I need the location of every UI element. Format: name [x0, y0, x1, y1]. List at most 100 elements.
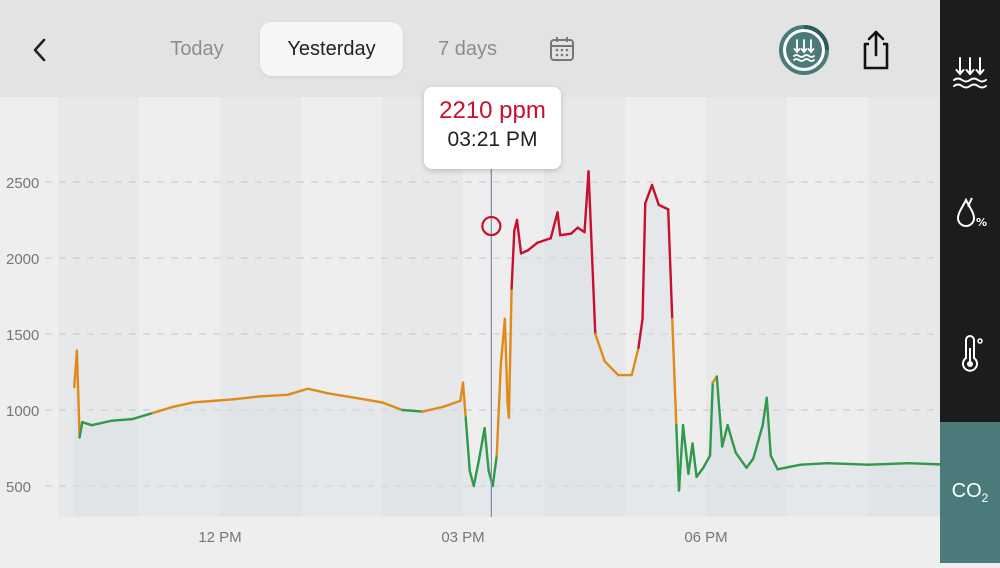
- calendar-icon: [550, 37, 574, 61]
- share-button[interactable]: [856, 28, 896, 72]
- humidity-icon: %: [956, 197, 987, 229]
- co2-line-segment: [708, 381, 714, 457]
- x-tick-label: 06 PM: [684, 529, 727, 546]
- co2-line-segment: [687, 442, 694, 476]
- co2-line-segment: [671, 317, 678, 427]
- co2-line-segment: [681, 424, 690, 476]
- calendar-button[interactable]: [547, 34, 577, 64]
- back-button[interactable]: [22, 30, 56, 70]
- co2-line-segment: [695, 466, 705, 479]
- co2-line-segment: [630, 346, 640, 377]
- tab-7-days[interactable]: 7 days: [438, 37, 497, 60]
- co2-line-segment: [536, 237, 552, 245]
- hour-band: [139, 97, 220, 517]
- co2-line-segment: [702, 454, 712, 469]
- co2-line-segment: [866, 462, 910, 466]
- device-button[interactable]: [777, 23, 831, 77]
- y-tick-label: 500: [6, 479, 31, 496]
- tooltip-time: 03:21 PM: [447, 128, 538, 151]
- hour-band: [58, 97, 139, 517]
- co2-line-segment: [587, 170, 597, 336]
- co2-line-segment: [526, 241, 539, 252]
- co2-line-segment: [752, 424, 764, 460]
- y-tick-label: 2500: [6, 175, 39, 192]
- co2-line-segment: [495, 363, 502, 457]
- co2-line-segment: [637, 317, 644, 349]
- co2-label: CO2: [952, 480, 989, 505]
- co2-line-segment: [90, 419, 114, 427]
- co2-label-text: CO: [951, 480, 982, 502]
- co2-line-segment: [483, 427, 490, 472]
- co2-line-segment: [769, 454, 779, 471]
- sensor-sidebar: % CO2: [940, 0, 1000, 563]
- hour-band: [301, 97, 382, 517]
- co2-line-segment: [503, 317, 509, 404]
- co2-line-segment: [81, 420, 93, 427]
- radon-device-icon: [779, 25, 829, 75]
- tab-yesterday[interactable]: Yesterday: [260, 22, 403, 76]
- hour-band: [787, 97, 868, 517]
- co2-line-segment: [326, 392, 357, 400]
- co2-line-segment: [353, 396, 384, 404]
- co2-line-segment: [594, 332, 606, 363]
- co2-line-segment: [110, 417, 134, 422]
- co2-line-segment: [510, 229, 516, 290]
- co2-line-segment: [232, 395, 262, 401]
- co2-line-segment: [78, 420, 84, 439]
- value-tooltip: 2210 ppm 03:21 PM: [424, 87, 561, 169]
- co2-line-segment: [259, 393, 289, 398]
- co2-line-segment: [191, 399, 215, 404]
- sidebar-item-humidity[interactable]: %: [940, 182, 1000, 246]
- thermometer-icon: [962, 335, 983, 372]
- co2-line-segment: [721, 424, 729, 448]
- co2-line-segment: [380, 401, 404, 412]
- tab-today[interactable]: Today: [170, 37, 224, 60]
- co2-line-segment: [549, 211, 559, 240]
- co2-line-segment: [507, 287, 513, 419]
- co2-line-segment: [691, 442, 698, 479]
- svg-text:%: %: [976, 216, 987, 229]
- co2-line-segment: [641, 202, 647, 321]
- co2-line-segment: [286, 387, 309, 396]
- co2-line-segment: [799, 462, 829, 466]
- tooltip-value: 2210 ppm: [439, 97, 546, 124]
- co2-chart[interactable]: 500 1000 1500 2000 2500 12 PM 03 PM 06 PM: [0, 97, 991, 563]
- co2-line-segment: [745, 457, 755, 469]
- hour-band: [220, 97, 301, 517]
- sidebar-item-co2[interactable]: CO2: [940, 422, 1000, 563]
- hour-band: [706, 97, 787, 517]
- co2-line-segment: [212, 398, 235, 403]
- co2-label-subscript: 2: [981, 491, 989, 505]
- sidebar-item-radon[interactable]: [940, 40, 1000, 104]
- co2-line-segment: [421, 405, 444, 413]
- co2-line-segment: [765, 396, 772, 457]
- hour-band: [868, 97, 940, 517]
- co2-line-segment: [776, 463, 802, 471]
- co2-line-segment: [826, 462, 870, 466]
- y-tick-label: 1500: [6, 327, 39, 344]
- selected-point-marker: [481, 215, 502, 237]
- co2-line-segment: [519, 249, 529, 255]
- sidebar-item-temperature[interactable]: [940, 322, 1000, 386]
- co2-line-segment: [650, 183, 660, 207]
- co2-line-segment: [603, 360, 620, 377]
- co2-line-segment: [171, 401, 195, 409]
- x-tick-label: 03 PM: [441, 529, 484, 546]
- co2-area-fill: [74, 171, 990, 517]
- y-tick-label: 1000: [6, 403, 39, 420]
- co2-line-segment: [491, 454, 498, 488]
- co2-line-segment: [569, 226, 579, 235]
- co2-line-segment: [667, 208, 674, 321]
- co2-line-segment: [478, 427, 486, 460]
- co2-line-segment: [644, 183, 654, 205]
- co2-line-segment: [907, 462, 951, 466]
- co2-line-segment: [559, 232, 573, 237]
- x-tick-label: 12 PM: [198, 529, 241, 546]
- co2-line-segment: [472, 457, 481, 488]
- co2-line-segment: [461, 381, 467, 419]
- co2-line-segment: [131, 411, 154, 421]
- co2-line-segment: [151, 405, 174, 415]
- co2-line-segment: [556, 211, 562, 237]
- co2-line-segment: [677, 424, 685, 492]
- co2-line-segment: [515, 218, 523, 255]
